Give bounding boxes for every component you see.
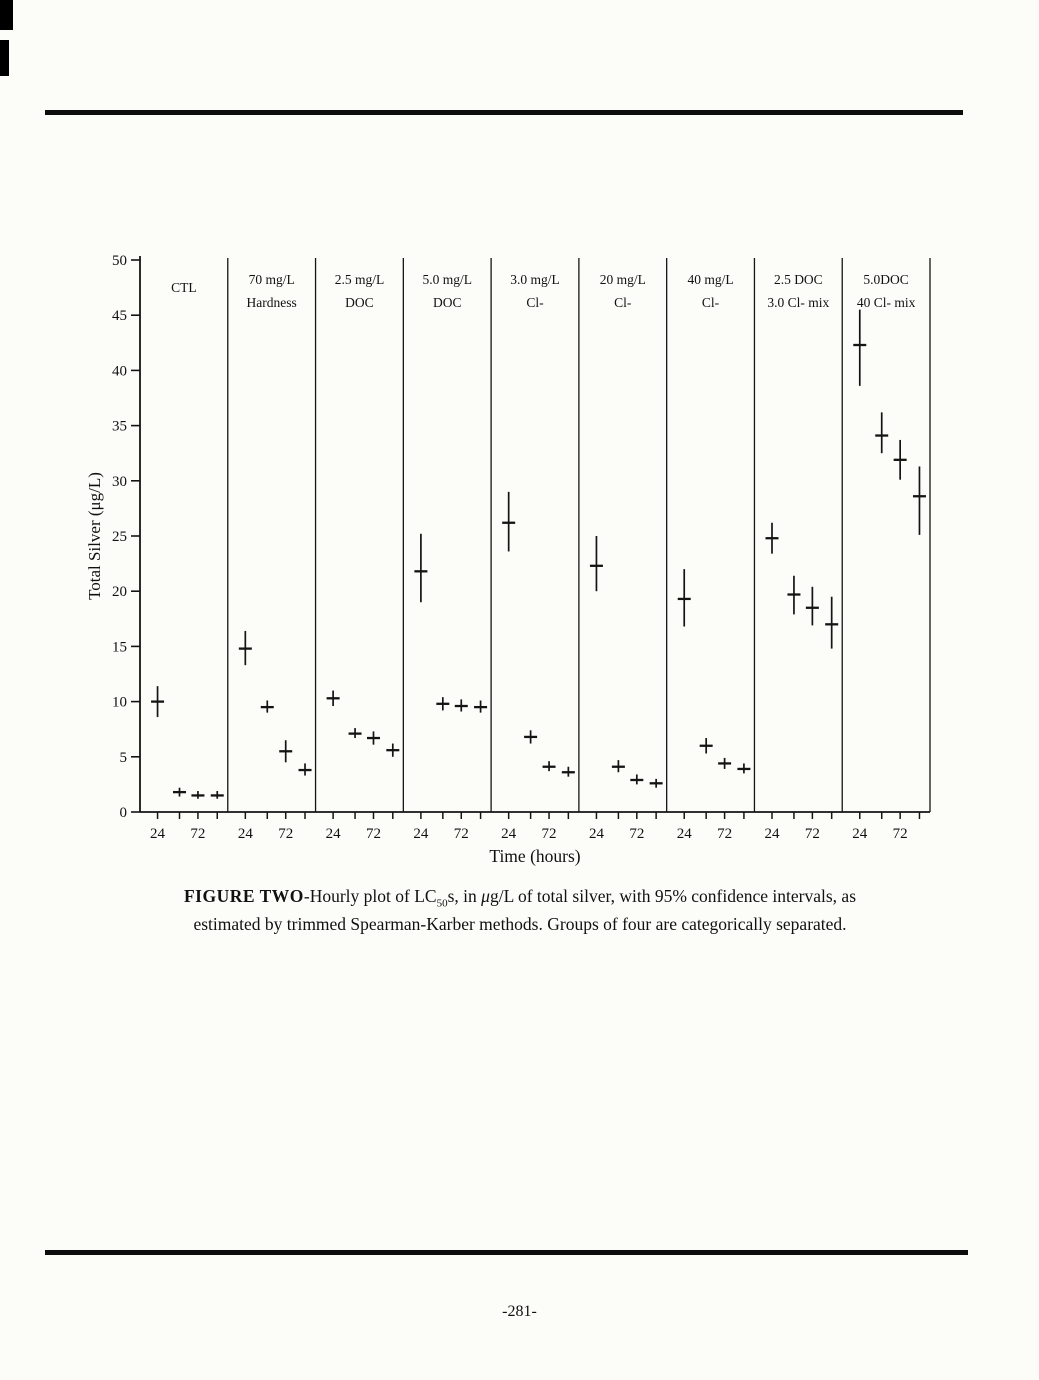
scan-artifact (0, 0, 13, 30)
panel-4: 3.0 mg/L Cl- 24 72 (501, 258, 580, 842)
y-tick-label: 30 (112, 474, 127, 490)
panel-label: 3.0 mg/L (510, 272, 560, 287)
panel-7: 2.5 DOC 3.0 Cl- mix 24 72 (765, 258, 843, 842)
figure-caption: FIGURE TWO-Hourly plot of LC50s, in μg/L… (80, 884, 960, 936)
x-tick-label: 72 (278, 826, 293, 842)
x-tick-label: 72 (454, 826, 469, 842)
panel-label: 5.0 mg/L (422, 272, 472, 287)
x-tick-label: 24 (326, 826, 342, 842)
panel-label: Hardness (247, 295, 297, 310)
y-axis-title: Total Silver (μg/L) (85, 472, 104, 600)
panel-6: 40 mg/L Cl- 24 72 (677, 258, 756, 842)
x-tick-label: 24 (238, 826, 254, 842)
x-tick-label: 24 (677, 826, 693, 842)
page-number: -281- (502, 1303, 537, 1320)
x-axis: Time (hours) (140, 811, 930, 866)
panel-3: 5.0 mg/L DOC 24 72 (413, 258, 492, 842)
y-tick-label: 20 (112, 584, 127, 600)
figure-caption-line2: estimated by trimmed Spearman-Karber met… (193, 913, 847, 934)
x-tick-label: 24 (413, 826, 429, 842)
panel-label: Cl- (526, 295, 544, 310)
x-tick-label: 24 (150, 826, 166, 842)
x-tick-label: 72 (366, 826, 381, 842)
y-tick-label: 0 (120, 805, 128, 821)
x-tick-label: 72 (542, 826, 557, 842)
x-tick-label: 72 (717, 826, 732, 842)
x-tick-label: 72 (629, 826, 644, 842)
y-axis: 0 5 10 15 20 25 30 35 40 45 50 Total Silver (μg/L) (85, 253, 141, 821)
x-tick-label: 72 (190, 826, 205, 842)
lc50-plot: 0 5 10 15 20 25 30 35 40 45 50 Total Silver (μg/L) T… (85, 253, 931, 866)
y-tick-label: 35 (112, 419, 127, 435)
x-tick-label: 24 (765, 826, 781, 842)
panel-label: 20 mg/L (600, 272, 646, 287)
y-tick-label: 45 (112, 308, 127, 324)
top-rule (45, 110, 963, 115)
y-tick-label: 40 (112, 363, 127, 379)
panel-label: DOC (345, 295, 374, 310)
x-tick-label: 24 (501, 826, 517, 842)
figure-two-chart: 0 5 10 15 20 25 30 35 40 45 50 Total Silver (μg/L) T… (0, 240, 1039, 905)
figure-caption-line1: FIGURE TWO-Hourly plot of LC50s, in μg/L… (183, 886, 857, 910)
y-tick-label: 10 (112, 695, 127, 711)
panel-label: 70 mg/L (249, 272, 295, 287)
panel-label: Cl- (702, 295, 720, 310)
panel-label: 40 Cl- mix (857, 295, 916, 310)
panel-label: 5.0DOC (863, 272, 908, 287)
panel-label: CTL (171, 280, 197, 295)
y-tick-label: 5 (120, 750, 128, 766)
x-tick-label: 24 (852, 826, 868, 842)
figure-caption-label: FIGURE TWO (183, 886, 304, 906)
x-tick-label: 72 (893, 826, 908, 842)
panel-0: CTL 24 72 (150, 258, 229, 842)
panel-label: 2.5 DOC (774, 272, 823, 287)
panel-5: 20 mg/L Cl- 24 72 (589, 258, 668, 842)
panel-label: 40 mg/L (687, 272, 733, 287)
x-axis-title: Time (hours) (489, 846, 580, 866)
panel-8: 5.0DOC 40 Cl- mix 24 72 (852, 258, 931, 842)
panel-1: 70 mg/L Hardness 24 72 (238, 258, 317, 842)
x-tick-label: 24 (589, 826, 605, 842)
y-tick-label: 15 (112, 639, 127, 655)
panel-2: 2.5 mg/L DOC 24 72 (326, 258, 404, 842)
panel-label: DOC (433, 295, 462, 310)
y-tick-label: 25 (112, 529, 127, 545)
bottom-rule (45, 1250, 968, 1255)
panel-label: Cl- (614, 295, 632, 310)
panel-label: 2.5 mg/L (335, 272, 385, 287)
scan-artifact (0, 40, 9, 76)
x-tick-label: 72 (805, 826, 820, 842)
panel-label: 3.0 Cl- mix (767, 295, 829, 310)
y-tick-label: 50 (112, 253, 127, 269)
